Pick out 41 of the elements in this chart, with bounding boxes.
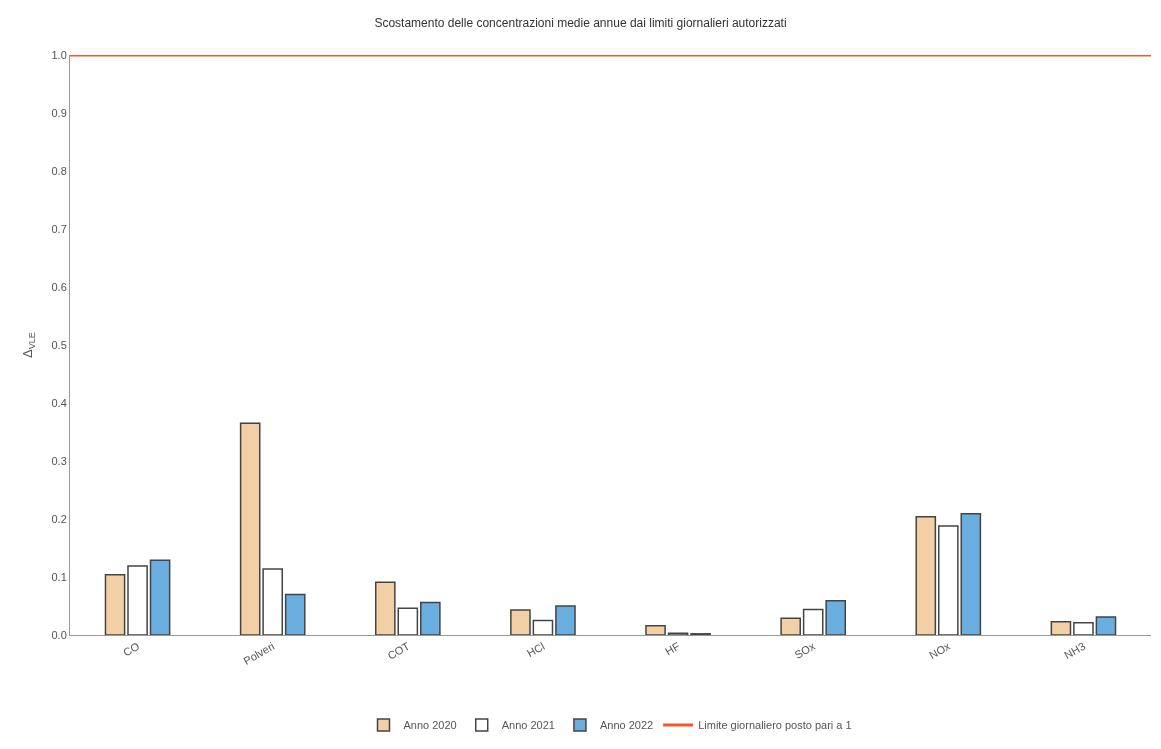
x-tick-label: HF [663,639,683,658]
x-tick-label: NH3 [1062,639,1088,662]
bar [960,513,982,635]
x-tick-label: CO [121,639,142,659]
y-tick-label: 0.7 [51,222,67,235]
legend-label: Limite giornaliero posto pari a 1 [698,719,852,732]
y-tick-label: 0.9 [51,106,67,119]
x-tick-label: NOx [927,639,953,662]
y-tick-label: 0.5 [51,338,67,351]
bar [1050,620,1072,635]
legend-label: Anno 2020 [403,719,457,732]
y-tick-label: 0.8 [51,164,67,177]
bar [149,559,171,635]
y-tick-label: 0.1 [51,570,67,583]
y-tick-label: 0.4 [51,396,67,409]
bar [262,568,284,635]
x-tick-label: COT [385,639,412,662]
chart-title: Scostamento delle concentrazioni medie annue dai limiti giornalieri autorizzati [374,16,787,31]
bar [780,617,801,635]
y-tick-label: 0.2 [51,512,67,525]
bar [915,515,937,635]
legend-label: Anno 2021 [501,719,555,732]
y-tick-label: 0.0 [51,628,67,641]
bar [420,601,441,635]
x-tick-label: HCl [524,639,547,660]
bar [555,605,576,635]
bar [127,565,148,635]
x-tick-label: SOx [792,639,818,661]
bar [284,593,306,635]
bar [510,609,531,635]
y-tick-label: 0.3 [51,454,67,467]
bar [532,619,554,635]
bar [937,525,959,635]
bar [1073,622,1094,635]
bar [645,624,666,635]
y-tick-label: 0.6 [51,280,67,293]
bar [104,573,126,635]
bar [1095,616,1117,635]
y-tick-label: 1.0 [51,48,67,61]
bar [239,422,261,635]
legend-label: Anno 2022 [599,719,654,732]
